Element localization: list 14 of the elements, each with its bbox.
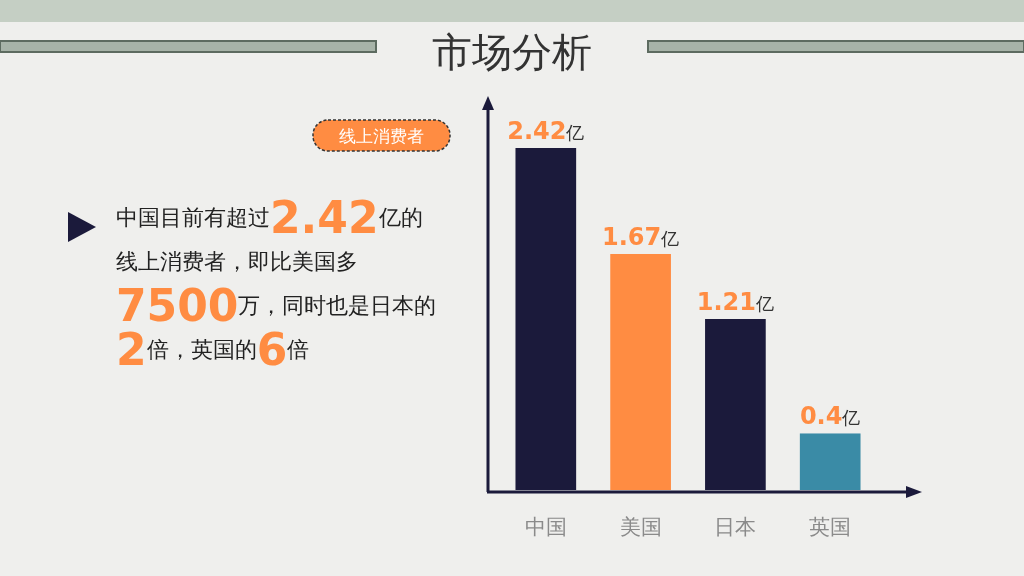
bar bbox=[610, 253, 671, 490]
x-tick-label: 美国 bbox=[619, 515, 662, 539]
bar bbox=[515, 148, 577, 490]
bar bbox=[705, 319, 766, 490]
x-tick-label: 英国 bbox=[809, 515, 852, 539]
data-label: 1.21亿 bbox=[696, 288, 775, 316]
x-tick-label: 中国 bbox=[524, 515, 567, 539]
data-label: 0.4亿 bbox=[799, 402, 861, 431]
x-tick-label: 日本 bbox=[714, 515, 757, 539]
text: 线上消费者 bbox=[338, 126, 424, 146]
chart-title: 市场分析 bbox=[432, 29, 592, 75]
data-label: 1.67亿 bbox=[601, 222, 680, 251]
bar bbox=[799, 433, 861, 490]
data-label: 2.42亿 bbox=[507, 117, 585, 145]
